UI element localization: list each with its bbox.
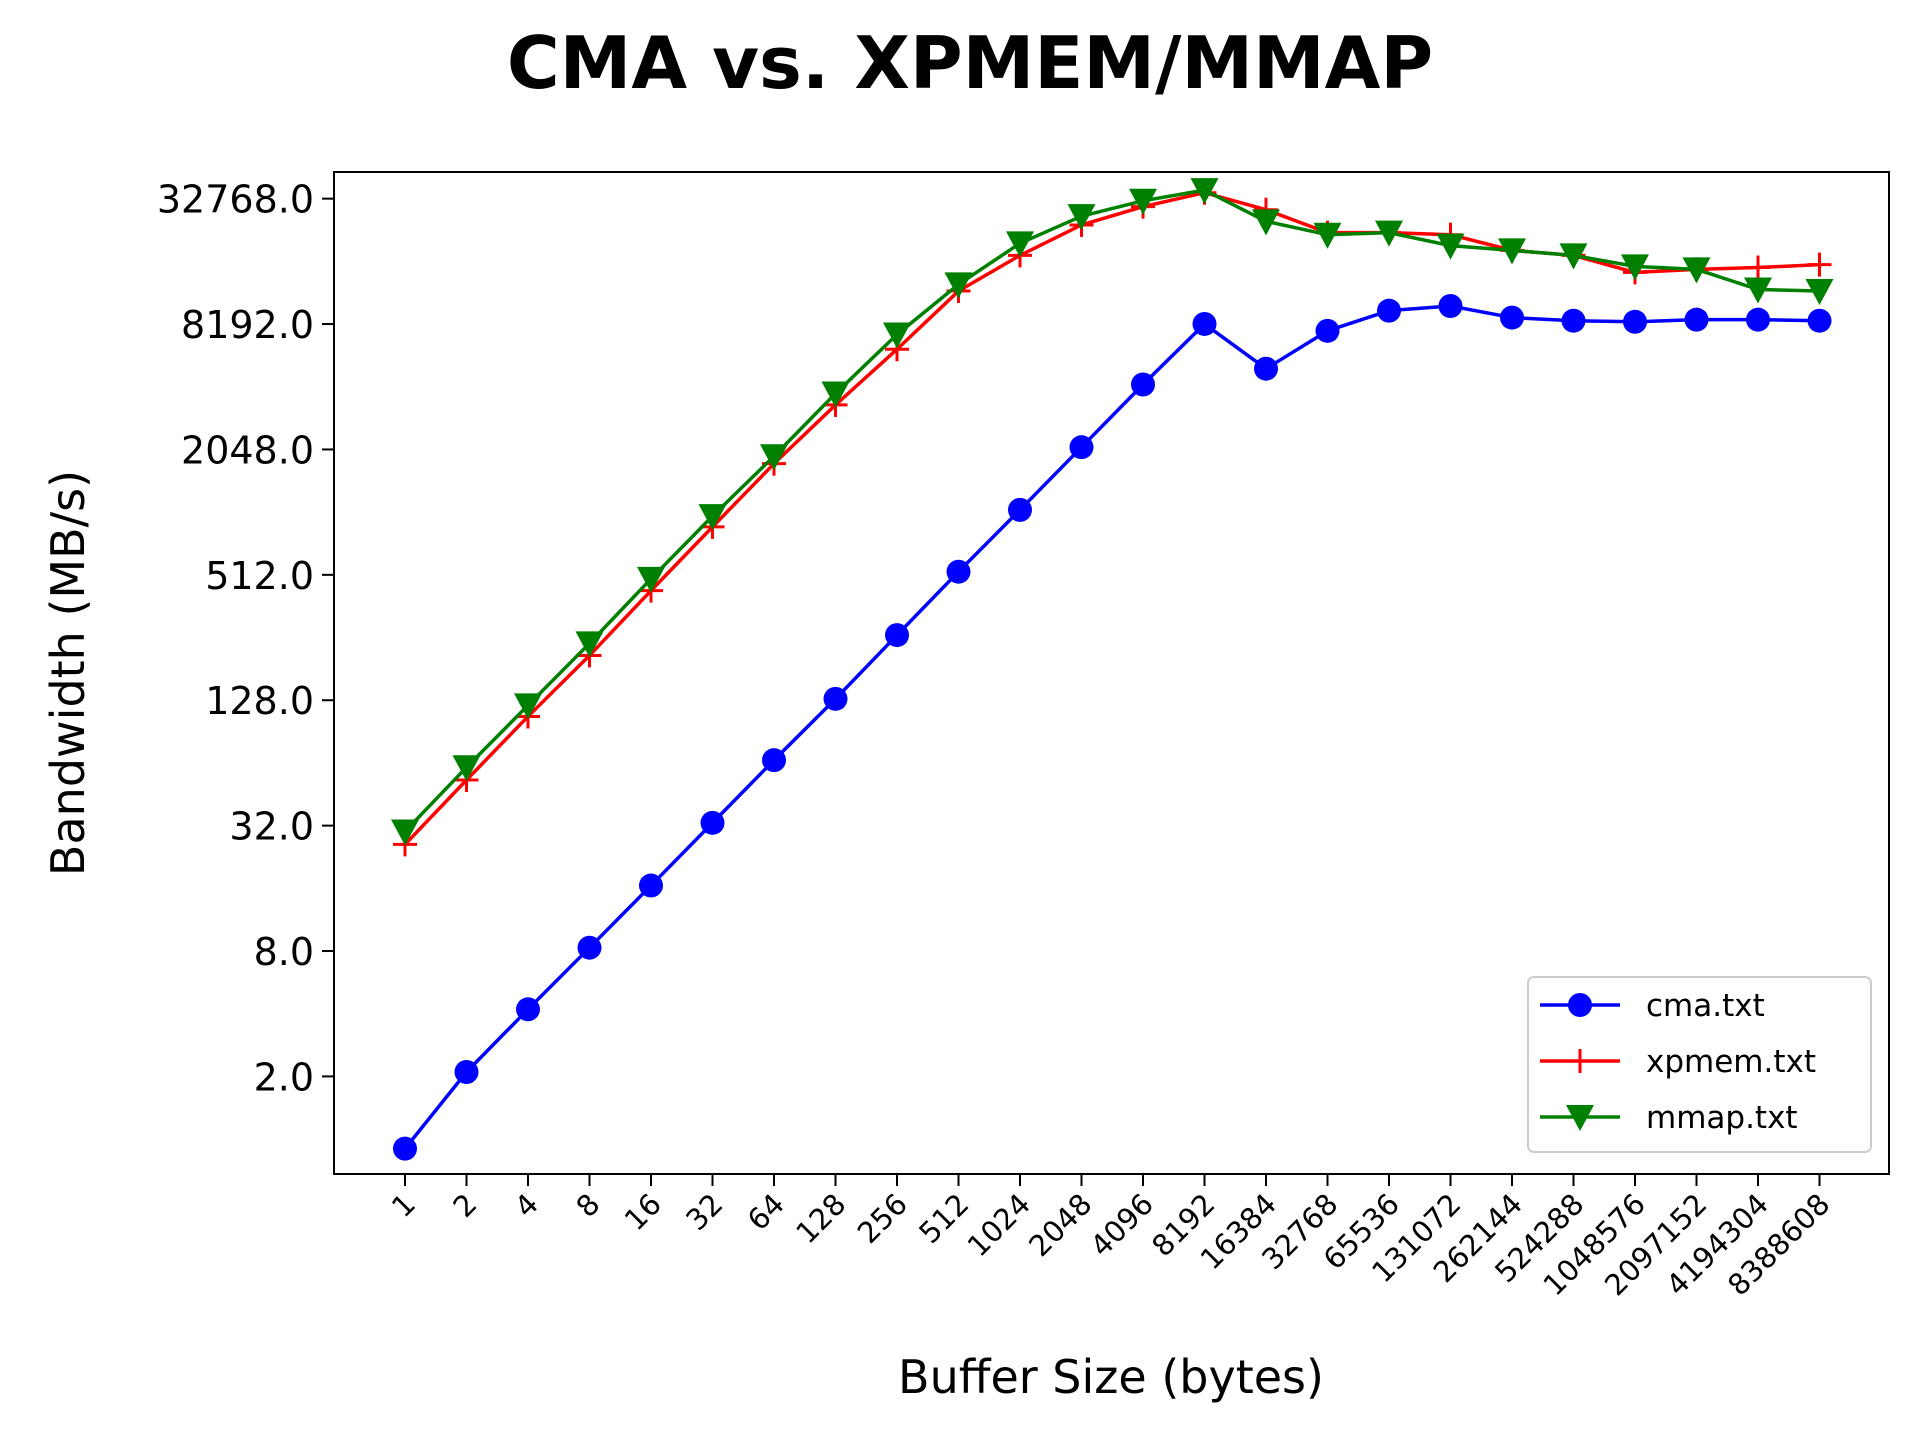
data-point bbox=[1131, 372, 1155, 397]
legend-box bbox=[1527, 976, 1872, 1153]
chart-title: CMA vs. XPMEM/MMAP bbox=[507, 21, 1433, 105]
data-point bbox=[1568, 1049, 1592, 1073]
data-point bbox=[1067, 204, 1096, 231]
data-point bbox=[1375, 220, 1403, 247]
y-tick-label: 2.0 bbox=[254, 1055, 314, 1099]
data-point bbox=[516, 997, 540, 1022]
legend-label: cma.txt bbox=[1646, 988, 1765, 1024]
y-tick-label: 8192.0 bbox=[181, 303, 314, 347]
data-point bbox=[1008, 497, 1032, 522]
data-point bbox=[1192, 311, 1217, 336]
data-point bbox=[760, 444, 788, 471]
legend-entry: cma.txt bbox=[1540, 988, 1765, 1024]
y-axis-label: Bandwidth (MB/s) bbox=[41, 470, 95, 876]
data-point bbox=[1684, 307, 1709, 332]
data-point bbox=[1069, 435, 1094, 460]
data-point bbox=[1568, 993, 1592, 1017]
data-point bbox=[762, 748, 786, 773]
data-point bbox=[1377, 298, 1401, 323]
data-point bbox=[454, 1060, 479, 1085]
data-point bbox=[821, 381, 850, 408]
y-tick-label: 128.0 bbox=[205, 679, 314, 723]
y-axis: 2.0 8.0 32.0 128.0 512.0 2048.0 8192.0 32768.0 bbox=[157, 178, 334, 1099]
data-point bbox=[1561, 308, 1586, 333]
data-point bbox=[1621, 254, 1649, 281]
data-point bbox=[1006, 231, 1034, 258]
data-point bbox=[1190, 178, 1219, 205]
legend-entry: mmap.txt bbox=[1540, 1100, 1798, 1136]
series-layer bbox=[391, 178, 1834, 1161]
data-point bbox=[1807, 252, 1832, 277]
data-point bbox=[1500, 305, 1524, 330]
data-point bbox=[1566, 1105, 1594, 1131]
data-point bbox=[1682, 257, 1711, 284]
data-point bbox=[1746, 307, 1770, 332]
plot-area-frame bbox=[333, 171, 1890, 1175]
data-point bbox=[1254, 356, 1278, 381]
data-point bbox=[1807, 308, 1832, 333]
data-point bbox=[885, 623, 909, 648]
legend: cma.txt xpmem.txt mmap.txt bbox=[1527, 976, 1872, 1153]
data-point bbox=[452, 755, 481, 782]
data-point bbox=[1252, 209, 1280, 236]
data-point bbox=[700, 810, 725, 835]
data-point bbox=[1744, 277, 1772, 304]
data-point bbox=[883, 322, 911, 349]
data-point bbox=[946, 559, 971, 584]
data-point bbox=[514, 693, 542, 720]
data-point bbox=[391, 819, 419, 846]
data-point bbox=[1315, 318, 1340, 343]
data-point bbox=[1623, 309, 1647, 334]
data-point bbox=[1129, 188, 1157, 215]
legend-label: mmap.txt bbox=[1646, 1100, 1798, 1136]
y-tick-label: 32768.0 bbox=[157, 178, 314, 222]
x-axis-label: Buffer Size (bytes) bbox=[898, 1350, 1324, 1404]
y-tick-label: 8.0 bbox=[254, 930, 314, 974]
legend-entry: xpmem.txt bbox=[1540, 1044, 1816, 1080]
data-point bbox=[1498, 238, 1526, 265]
data-point bbox=[577, 935, 602, 960]
data-point bbox=[1436, 233, 1465, 260]
series-line bbox=[403, 188, 1820, 833]
y-tick-label: 2048.0 bbox=[181, 428, 314, 472]
data-point bbox=[1559, 243, 1588, 270]
data-point bbox=[575, 631, 604, 658]
data-point bbox=[1805, 279, 1834, 306]
series-cma-txt bbox=[393, 294, 1832, 1161]
series-mmap-txt bbox=[391, 178, 1834, 846]
data-point bbox=[637, 566, 665, 593]
y-tick-label: 32.0 bbox=[229, 805, 314, 849]
data-point bbox=[1438, 294, 1463, 319]
y-tick-label: 512.0 bbox=[205, 554, 314, 598]
data-point bbox=[393, 1136, 417, 1161]
data-point bbox=[944, 272, 973, 299]
data-point bbox=[1313, 222, 1342, 249]
data-point bbox=[639, 873, 663, 898]
data-point bbox=[698, 504, 727, 531]
data-point bbox=[1746, 255, 1770, 280]
data-point bbox=[823, 686, 848, 711]
legend-label: xpmem.txt bbox=[1646, 1044, 1816, 1080]
